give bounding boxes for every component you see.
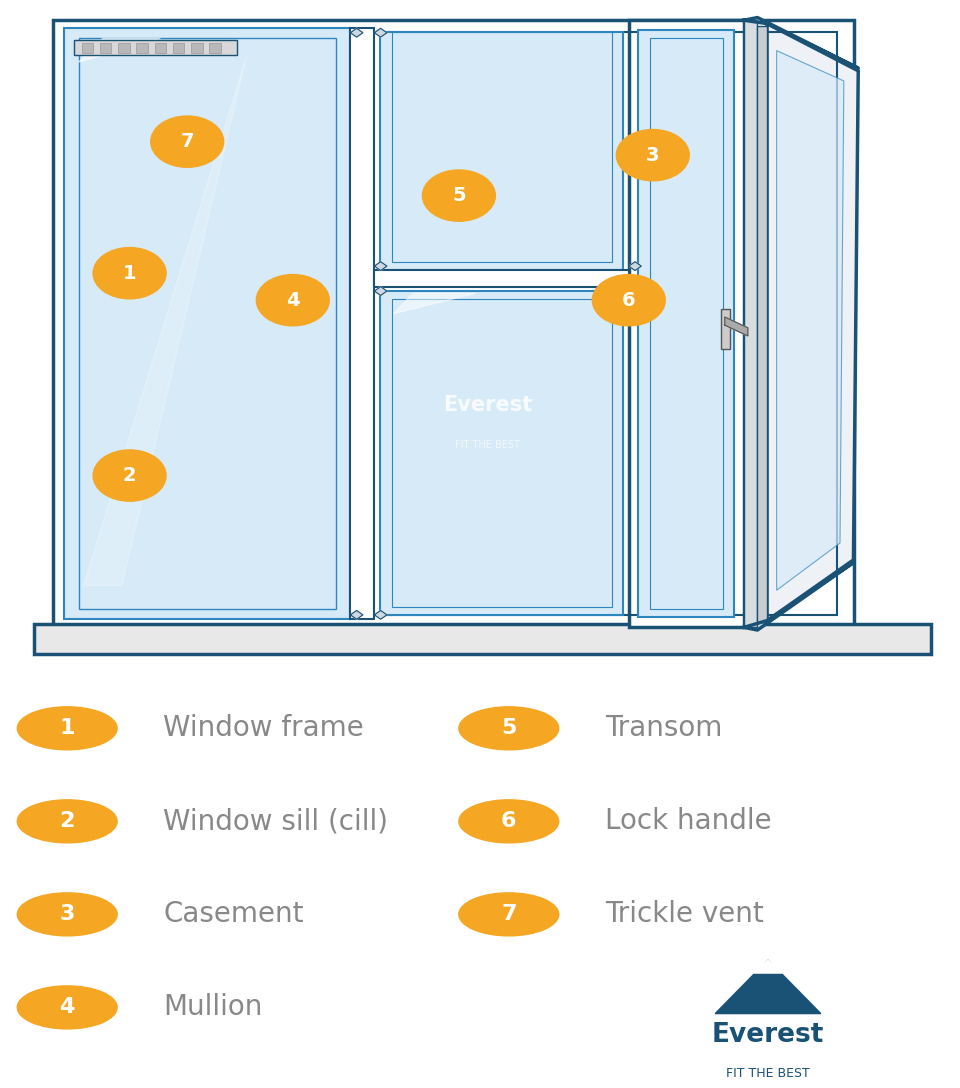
Bar bbox=[744, 21, 757, 628]
Text: Lock handle: Lock handle bbox=[605, 807, 772, 836]
Bar bbox=[173, 44, 184, 52]
Bar bbox=[757, 26, 767, 622]
Text: Trickle vent: Trickle vent bbox=[605, 901, 763, 928]
Text: 5: 5 bbox=[501, 718, 516, 739]
Bar bbox=[209, 44, 221, 52]
Bar bbox=[380, 290, 623, 615]
Bar bbox=[155, 44, 166, 52]
Polygon shape bbox=[753, 960, 783, 973]
Text: FIT THE BEST: FIT THE BEST bbox=[726, 1067, 810, 1080]
Polygon shape bbox=[629, 262, 641, 271]
Polygon shape bbox=[629, 287, 641, 296]
Bar bbox=[64, 28, 350, 619]
Circle shape bbox=[151, 116, 224, 168]
Bar bbox=[638, 30, 734, 617]
Bar bbox=[721, 309, 730, 349]
Text: Window sill (cill): Window sill (cill) bbox=[163, 807, 388, 836]
Bar bbox=[374, 271, 629, 287]
Bar bbox=[53, 21, 854, 628]
Polygon shape bbox=[79, 38, 160, 62]
Text: 6: 6 bbox=[501, 812, 516, 831]
Text: 1: 1 bbox=[123, 263, 136, 283]
Circle shape bbox=[17, 707, 117, 750]
Circle shape bbox=[459, 893, 559, 936]
Bar bbox=[392, 33, 612, 262]
Circle shape bbox=[256, 274, 329, 325]
Circle shape bbox=[17, 986, 117, 1029]
Bar bbox=[79, 38, 336, 609]
Bar bbox=[70, 33, 837, 615]
Circle shape bbox=[459, 707, 559, 750]
Polygon shape bbox=[350, 610, 363, 619]
Text: 7: 7 bbox=[501, 904, 516, 925]
Text: Everest: Everest bbox=[444, 395, 532, 415]
Circle shape bbox=[459, 800, 559, 843]
Polygon shape bbox=[767, 24, 858, 620]
Bar bbox=[629, 21, 744, 628]
Text: FIT THE BEST: FIT THE BEST bbox=[455, 441, 520, 450]
Text: 1: 1 bbox=[60, 718, 75, 739]
Bar bbox=[136, 44, 148, 52]
Text: 4: 4 bbox=[60, 998, 75, 1017]
Bar bbox=[82, 44, 93, 52]
Polygon shape bbox=[744, 562, 853, 630]
Bar bbox=[650, 38, 723, 609]
Polygon shape bbox=[350, 28, 363, 37]
Bar bbox=[118, 44, 130, 52]
Text: Casement: Casement bbox=[163, 901, 303, 928]
Text: 5: 5 bbox=[452, 186, 466, 206]
Polygon shape bbox=[777, 51, 844, 590]
Polygon shape bbox=[725, 317, 748, 336]
Polygon shape bbox=[374, 28, 387, 37]
Bar bbox=[392, 299, 612, 607]
Polygon shape bbox=[84, 55, 247, 585]
Bar bbox=[350, 28, 374, 619]
Bar bbox=[34, 623, 931, 654]
Bar bbox=[74, 40, 237, 55]
Polygon shape bbox=[715, 960, 821, 1014]
Polygon shape bbox=[374, 287, 387, 296]
Bar bbox=[380, 33, 623, 271]
Circle shape bbox=[616, 129, 689, 181]
Polygon shape bbox=[744, 17, 858, 69]
Circle shape bbox=[93, 450, 166, 502]
Polygon shape bbox=[374, 262, 387, 271]
Text: Window frame: Window frame bbox=[163, 715, 364, 742]
Text: 3: 3 bbox=[646, 146, 660, 164]
Circle shape bbox=[17, 800, 117, 843]
Text: Transom: Transom bbox=[605, 715, 722, 742]
Circle shape bbox=[17, 893, 117, 936]
Bar bbox=[191, 44, 203, 52]
Circle shape bbox=[592, 274, 665, 325]
Text: 3: 3 bbox=[60, 904, 75, 925]
Text: 6: 6 bbox=[622, 290, 636, 310]
Text: Mullion: Mullion bbox=[163, 993, 263, 1022]
Text: 2: 2 bbox=[60, 812, 75, 831]
Text: Everest: Everest bbox=[711, 1022, 825, 1048]
Polygon shape bbox=[394, 294, 475, 313]
Text: 4: 4 bbox=[286, 290, 300, 310]
Circle shape bbox=[93, 248, 166, 299]
Circle shape bbox=[422, 170, 495, 221]
Text: 7: 7 bbox=[180, 132, 194, 151]
Polygon shape bbox=[374, 610, 387, 619]
Bar bbox=[100, 44, 111, 52]
Text: 2: 2 bbox=[123, 466, 136, 485]
